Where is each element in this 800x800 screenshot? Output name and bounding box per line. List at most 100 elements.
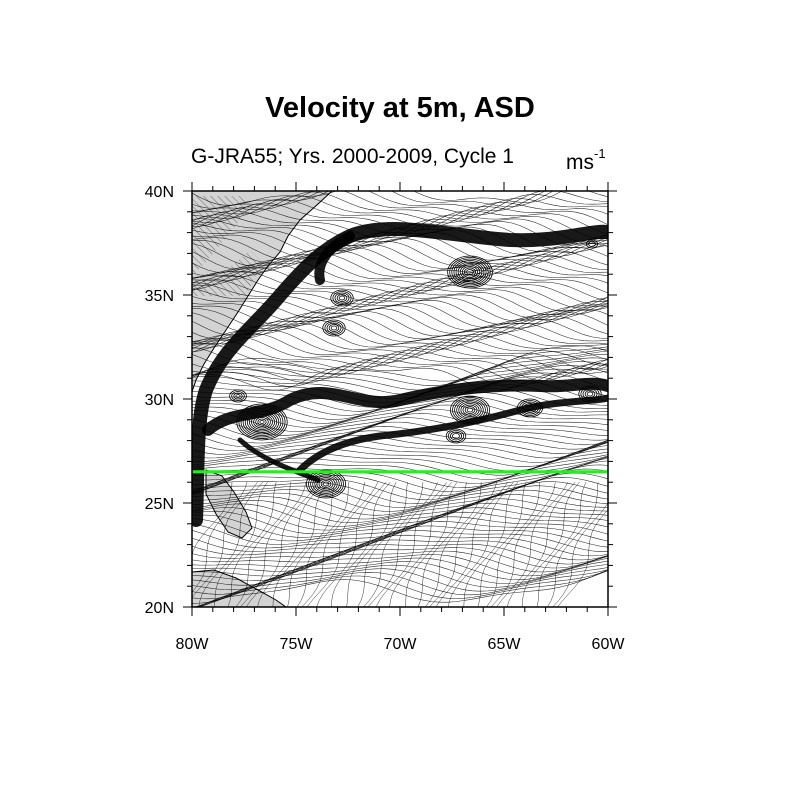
eddy-ring (452, 397, 488, 423)
eddy-ring (519, 400, 541, 416)
streamline (240, 482, 307, 607)
eddy-ring (236, 403, 288, 441)
streamline (463, 482, 519, 607)
eddy-ring (336, 294, 348, 302)
eddy-ring (447, 430, 465, 442)
x-tick-label: 65W (488, 636, 522, 653)
x-tick-label: 70W (384, 636, 418, 653)
streamline (192, 305, 608, 336)
eddy-ring (582, 388, 598, 400)
eddy-ring (460, 403, 480, 417)
eddy-ring (453, 260, 487, 284)
streamline (192, 239, 608, 270)
streamline (192, 243, 608, 273)
map-title: Velocity at 5m, ASD (265, 92, 535, 124)
streamline (198, 482, 263, 607)
streamline (306, 482, 379, 607)
streamline (192, 250, 608, 279)
streamline (547, 482, 599, 607)
streamline (192, 191, 608, 220)
streamline (192, 294, 608, 319)
streamline (192, 282, 608, 312)
streamline (192, 302, 608, 329)
eddy-ring (316, 477, 336, 491)
streamline (477, 482, 527, 607)
streamline (192, 287, 608, 315)
streamline (192, 312, 608, 343)
eddy-ring (320, 480, 332, 488)
eddy-ring (449, 431, 462, 441)
streamline (389, 482, 453, 607)
eddy-ring (451, 258, 489, 286)
streamline (192, 413, 608, 459)
eddy-ring (322, 481, 330, 487)
eddy-ring (445, 428, 467, 444)
streamline (192, 348, 608, 391)
eddy-ring (449, 395, 490, 425)
eddy-ring (326, 322, 342, 334)
eddy-ring (235, 394, 241, 398)
eddy-ring (312, 474, 340, 494)
eddy-ring (584, 390, 596, 398)
eddy-ring (586, 239, 599, 249)
streamline (192, 278, 608, 309)
streamline (417, 482, 467, 607)
eddy-ring (229, 389, 247, 403)
units-base: ms (566, 151, 594, 174)
eddy-ring (322, 319, 346, 337)
streamline (192, 507, 608, 549)
streamline (192, 339, 608, 370)
jet-band (296, 394, 608, 474)
streamline (198, 570, 608, 607)
streamline (196, 570, 608, 607)
streamline (192, 516, 608, 556)
eddy-ring (244, 409, 280, 435)
streamline (367, 482, 438, 607)
streamline (375, 482, 448, 607)
eddy-ring (517, 398, 544, 418)
y-tick-label: 40N (145, 184, 174, 201)
jet-layer (192, 222, 608, 527)
streamline (192, 315, 608, 345)
eddy-ring (459, 264, 481, 280)
streamline (192, 195, 608, 224)
streamline (557, 509, 608, 607)
streamline (425, 482, 482, 607)
streamline (192, 482, 258, 598)
units-exponent: -1 (594, 146, 606, 161)
eddy-ring (242, 408, 282, 436)
streamline (192, 274, 608, 305)
eddy-ring (466, 269, 474, 275)
eddy-ring (334, 292, 350, 304)
streamline (536, 482, 587, 607)
eddy-ring (447, 255, 493, 289)
streamline (192, 408, 608, 455)
streamline (245, 482, 319, 607)
streamline (192, 481, 608, 527)
streamline (316, 482, 387, 607)
y-tick-label: 35N (145, 288, 174, 305)
streamline (192, 472, 608, 520)
streamline (192, 322, 608, 348)
streamline (346, 482, 397, 607)
eddy-ring (251, 414, 273, 430)
x-tick-label: 80W (176, 636, 210, 653)
streamline (192, 554, 608, 595)
eddy-ring (255, 417, 269, 427)
eddy-ring (525, 404, 535, 412)
streamline (192, 343, 608, 382)
streamline (429, 482, 497, 607)
streamline (192, 333, 608, 361)
streamline (192, 502, 608, 545)
jet-band (192, 222, 608, 527)
eddy-ring (449, 257, 491, 287)
streamline (192, 457, 608, 504)
units-label: ms-1 (566, 146, 606, 175)
streamline (192, 485, 608, 531)
streamline (435, 482, 508, 607)
eddy-ring (454, 398, 486, 422)
streamline (192, 489, 608, 535)
streamline (235, 482, 291, 607)
eddy-ring (338, 295, 346, 301)
jet-band (237, 437, 321, 483)
